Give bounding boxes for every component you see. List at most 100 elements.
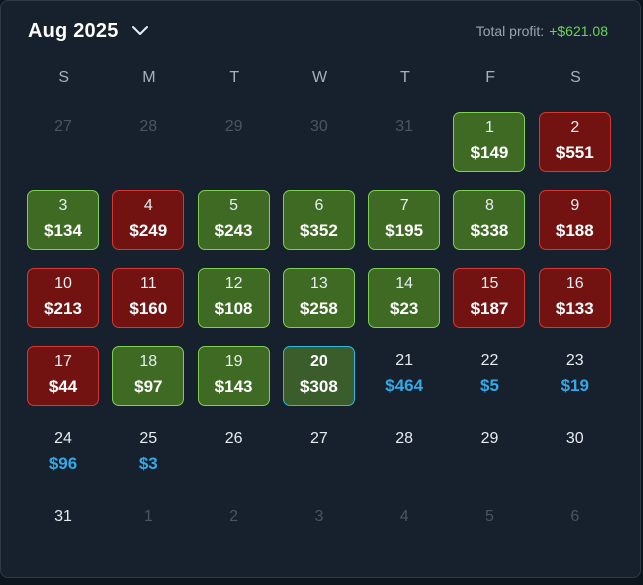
day-number: 12 xyxy=(224,275,243,292)
day-amount: $213 xyxy=(44,299,82,318)
day-box-loss[interactable]: 11 $160 xyxy=(112,268,185,328)
day-box-win[interactable]: 6 $352 xyxy=(282,190,355,250)
day-cell: 2 $551 xyxy=(533,109,618,187)
day-cell: 21 $464 xyxy=(362,343,447,421)
day-number: 14 xyxy=(395,275,414,292)
weekday-label: T xyxy=(399,69,410,86)
day-number: 13 xyxy=(309,275,328,292)
day-slot[interactable]: 31 xyxy=(27,502,99,562)
day-cell: 4 $249 xyxy=(106,187,191,265)
day-amount: $160 xyxy=(129,299,168,318)
day-slot[interactable]: 21 $464 xyxy=(368,346,440,406)
outside-month-day: 2 xyxy=(198,502,270,562)
outside-month-day: 29 xyxy=(198,112,270,172)
day-cell: 29 xyxy=(447,421,532,499)
day-cell: 26 xyxy=(192,421,277,499)
day-box-win[interactable]: 3 $134 xyxy=(27,190,99,250)
projected-amount: $96 xyxy=(48,454,78,473)
weekday-label: F xyxy=(485,69,496,86)
day-cell: 14 $23 xyxy=(362,265,447,343)
day-number: 6 xyxy=(314,197,324,214)
day-cell: 7 $195 xyxy=(362,187,447,265)
month-label: Aug 2025 xyxy=(28,19,119,42)
day-number: 28 xyxy=(395,430,414,447)
day-box-win[interactable]: 18 $97 xyxy=(112,346,185,406)
day-cell: 28 xyxy=(362,421,447,499)
day-number: 29 xyxy=(480,430,499,447)
day-cell: 23 $19 xyxy=(533,343,618,421)
day-box-win[interactable]: 7 $195 xyxy=(368,190,441,250)
day-box-win[interactable]: 19 $143 xyxy=(197,346,270,406)
day-amount: $352 xyxy=(299,221,338,240)
day-cell: 19 $143 xyxy=(192,343,277,421)
day-number: 8 xyxy=(485,197,494,214)
day-box-loss[interactable]: 16 $133 xyxy=(538,268,611,328)
day-number: 27 xyxy=(309,430,328,447)
day-box-loss[interactable]: 17 $44 xyxy=(27,346,99,406)
day-number: 28 xyxy=(139,118,158,135)
day-cell: 6 xyxy=(533,499,618,577)
day-cell: 18 $97 xyxy=(106,343,191,421)
day-box-loss[interactable]: 4 $249 xyxy=(112,190,185,250)
day-box-loss[interactable]: 9 $188 xyxy=(538,190,611,250)
day-slot[interactable]: 23 $19 xyxy=(539,346,611,406)
day-slot[interactable]: 26 xyxy=(198,424,270,484)
month-picker[interactable]: Aug 2025 xyxy=(28,20,149,43)
day-box-loss[interactable]: 15 $187 xyxy=(453,268,526,328)
day-slot[interactable]: 27 xyxy=(283,424,355,484)
day-box-win[interactable]: 5 $243 xyxy=(197,190,270,250)
day-number: 3 xyxy=(314,508,324,525)
chevron-down-icon[interactable] xyxy=(131,25,149,37)
weekday-label: S xyxy=(58,69,69,86)
day-number: 20 xyxy=(309,353,328,370)
outside-month-day: 28 xyxy=(112,112,184,172)
day-slot[interactable]: 22 $5 xyxy=(453,346,525,406)
outside-month-day: 3 xyxy=(283,502,355,562)
day-box-win[interactable]: 8 $338 xyxy=(453,190,526,250)
day-number: 16 xyxy=(565,275,584,292)
day-number: 1 xyxy=(485,119,494,136)
day-cell: 1 xyxy=(106,499,191,577)
day-slot[interactable]: 29 xyxy=(453,424,525,484)
day-box-loss[interactable]: 10 $213 xyxy=(27,268,99,328)
day-number: 25 xyxy=(139,430,158,447)
day-cell: 25 $3 xyxy=(106,421,191,499)
day-amount: $134 xyxy=(44,221,82,240)
day-cell: 16 $133 xyxy=(533,265,618,343)
day-cell: 24 $96 xyxy=(21,421,106,499)
day-slot[interactable]: 30 xyxy=(539,424,611,484)
day-number: 19 xyxy=(224,353,243,370)
day-cell: 29 xyxy=(192,109,277,187)
day-cell: 2 xyxy=(192,499,277,577)
outside-month-day: 30 xyxy=(283,112,355,172)
day-number: 9 xyxy=(570,197,580,214)
day-box-today[interactable]: 20 $308 xyxy=(282,346,355,406)
projected-amount: $3 xyxy=(138,454,158,473)
day-amount: $44 xyxy=(48,377,78,396)
outside-month-day: 5 xyxy=(453,502,525,562)
day-amount: $249 xyxy=(129,221,168,240)
day-box-loss[interactable]: 2 $551 xyxy=(538,112,611,172)
day-amount: $23 xyxy=(390,299,419,318)
day-box-win[interactable]: 1 $149 xyxy=(453,112,526,172)
day-number: 18 xyxy=(139,353,158,370)
total-profit-value: +$621.08 xyxy=(549,23,608,39)
day-cell: 4 xyxy=(362,499,447,577)
day-number: 11 xyxy=(139,275,157,292)
day-slot[interactable]: 28 xyxy=(368,424,440,484)
day-amount: $243 xyxy=(214,221,253,240)
day-box-win[interactable]: 12 $108 xyxy=(197,268,270,328)
weekday-label: M xyxy=(142,69,156,86)
day-amount: $133 xyxy=(555,299,594,318)
day-cell: 27 xyxy=(21,109,106,187)
weekday-label: W xyxy=(311,69,328,86)
day-box-win[interactable]: 14 $23 xyxy=(368,268,441,328)
day-slot[interactable]: 24 $96 xyxy=(27,424,99,484)
day-number: 27 xyxy=(54,118,72,135)
day-box-win[interactable]: 13 $258 xyxy=(282,268,355,328)
day-number: 3 xyxy=(58,197,68,214)
day-slot[interactable]: 25 $3 xyxy=(112,424,184,484)
day-cell: 11 $160 xyxy=(106,265,191,343)
day-cell: 30 xyxy=(277,109,362,187)
day-amount: $187 xyxy=(470,299,509,318)
